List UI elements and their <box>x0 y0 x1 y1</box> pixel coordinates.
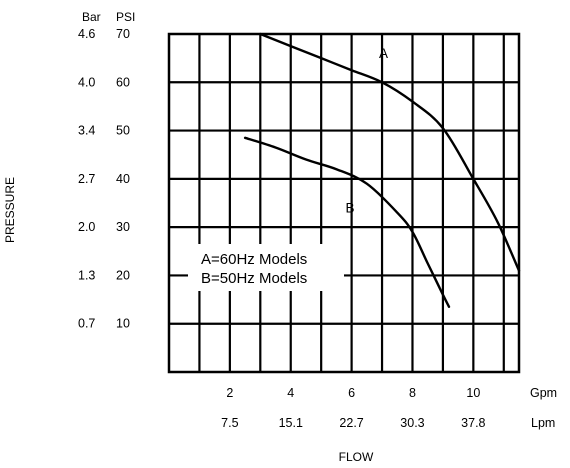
x-tick-lpm-label: 37.8 <box>461 416 485 430</box>
series-label-a: A <box>379 46 388 61</box>
y-axis-title: PRESSURE <box>3 177 17 243</box>
y-tick-bar-label: 2.0 <box>78 220 95 234</box>
x-tick-gpm-label: 6 <box>348 386 355 400</box>
series-label-b: B <box>346 201 355 216</box>
y-tick-bar-label: 0.7 <box>78 317 95 331</box>
y-tick-bar-label: 4.6 <box>78 27 95 41</box>
axis-labels: Bar PSI 4.6 70 4.0 60 3.4 50 2.7 40 2.0 30 1.3 20 0.7 1… <box>3 10 557 464</box>
x-tick-lpm-label: 7.5 <box>221 416 238 430</box>
x-unit-lpm: Lpm <box>531 416 555 430</box>
y-unit-psi: PSI <box>116 10 135 24</box>
plot-frame <box>167 32 521 374</box>
grid-lines <box>169 34 519 372</box>
series-curve-b <box>243 136 451 308</box>
series-curves: AB <box>243 32 521 308</box>
x-tick-gpm-label: 8 <box>409 386 416 400</box>
y-tick-psi-label: 40 <box>116 172 130 186</box>
series-curve-a <box>259 32 521 272</box>
y-tick-psi-label: 30 <box>116 220 130 234</box>
legend-entry: A=60Hz Models <box>201 251 307 268</box>
y-tick-psi-label: 10 <box>116 317 130 331</box>
legend-box: A=60Hz Models B=50Hz Models <box>188 244 344 291</box>
x-tick-lpm-label: 22.7 <box>339 416 363 430</box>
x-tick-lpm-label: 15.1 <box>279 416 303 430</box>
y-tick-psi-label: 50 <box>116 124 130 138</box>
y-tick-psi-label: 70 <box>116 27 130 41</box>
y-tick-bar-label: 3.4 <box>78 124 95 138</box>
x-tick-gpm-label: 10 <box>466 386 480 400</box>
legend-background <box>188 244 344 291</box>
y-tick-psi-label: 60 <box>116 75 130 89</box>
x-tick-lpm-label: 30.3 <box>400 416 424 430</box>
y-tick-bar-label: 4.0 <box>78 75 95 89</box>
x-tick-gpm-label: 4 <box>287 386 294 400</box>
legend-entry: B=50Hz Models <box>201 270 307 287</box>
x-axis-title: FLOW <box>339 450 374 464</box>
x-unit-gpm: Gpm <box>530 386 557 400</box>
y-tick-bar-label: 1.3 <box>78 268 95 282</box>
y-tick-psi-label: 20 <box>116 268 130 282</box>
x-tick-gpm-label: 2 <box>226 386 233 400</box>
y-tick-bar-label: 2.7 <box>78 172 95 186</box>
y-unit-bar: Bar <box>82 10 101 24</box>
